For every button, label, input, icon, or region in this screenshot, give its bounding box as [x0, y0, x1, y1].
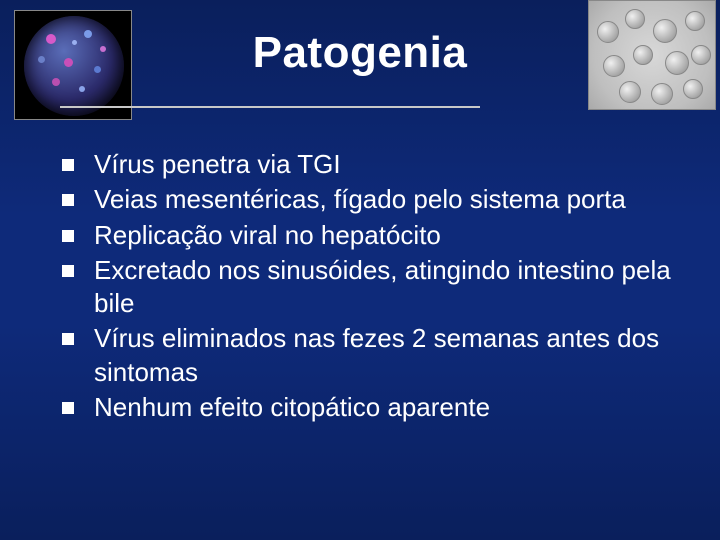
bullet-text: Nenhum efeito citopático aparente — [94, 391, 706, 424]
list-item: Vírus penetra via TGI — [62, 148, 706, 181]
bullet-text: Vírus penetra via TGI — [94, 148, 706, 181]
square-bullet-icon — [62, 194, 74, 206]
square-bullet-icon — [62, 402, 74, 414]
slide-title: Patogenia — [0, 28, 720, 78]
square-bullet-icon — [62, 159, 74, 171]
bullet-list: Vírus penetra via TGI Veias mesentéricas… — [62, 148, 706, 426]
list-item: Vírus eliminados nas fezes 2 semanas ant… — [62, 322, 706, 389]
square-bullet-icon — [62, 265, 74, 277]
bullet-text: Veias mesentéricas, fígado pelo sistema … — [94, 183, 706, 216]
bullet-text: Excretado nos sinusóides, atingindo inte… — [94, 254, 706, 321]
square-bullet-icon — [62, 333, 74, 345]
list-item: Replicação viral no hepatócito — [62, 219, 706, 252]
list-item: Nenhum efeito citopático aparente — [62, 391, 706, 424]
title-underline — [60, 106, 480, 108]
list-item: Excretado nos sinusóides, atingindo inte… — [62, 254, 706, 321]
bullet-text: Replicação viral no hepatócito — [94, 219, 706, 252]
bullet-text: Vírus eliminados nas fezes 2 semanas ant… — [94, 322, 706, 389]
slide: Patogenia Vírus penetra via TGI Veias me… — [0, 0, 720, 540]
list-item: Veias mesentéricas, fígado pelo sistema … — [62, 183, 706, 216]
square-bullet-icon — [62, 230, 74, 242]
